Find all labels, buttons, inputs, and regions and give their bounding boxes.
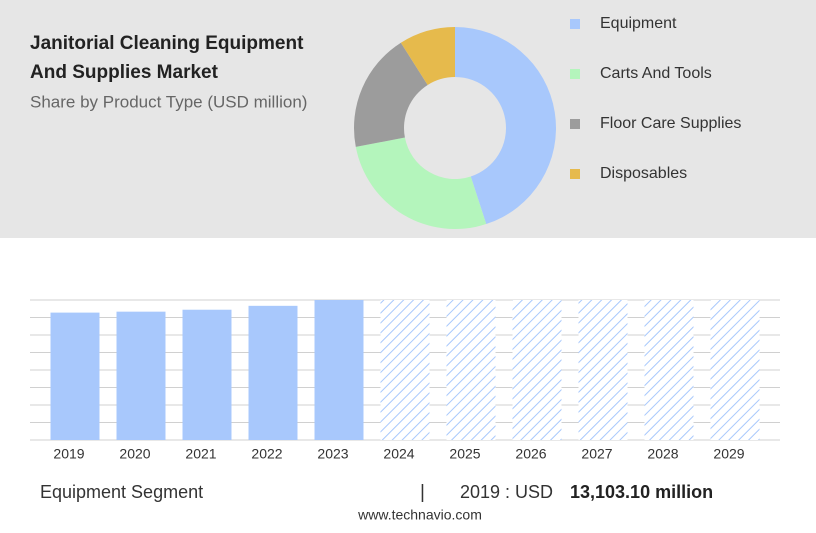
- x-tick-label: 2029: [713, 446, 744, 462]
- bar: [182, 309, 232, 440]
- donut-slice: [355, 137, 487, 230]
- x-tick-label: 2024: [383, 446, 414, 462]
- donut-slice: [354, 42, 428, 147]
- x-tick-label: 2022: [251, 446, 282, 462]
- forecast-placeholder: [380, 300, 430, 440]
- forecast-placeholder: [446, 300, 496, 440]
- donut-slice: [400, 27, 455, 85]
- bar: [116, 311, 166, 440]
- legend-swatch: [570, 69, 580, 79]
- highlight-label: 2019 : USD: [460, 482, 553, 502]
- legend-label: Disposables: [600, 165, 687, 182]
- x-tick-label: 2023: [317, 446, 348, 462]
- title: And Supplies Market: [30, 62, 219, 83]
- x-tick-label: 2027: [581, 446, 612, 462]
- x-tick-label: 2025: [449, 446, 480, 462]
- legend-swatch: [570, 169, 580, 179]
- legend-label: Floor Care Supplies: [600, 115, 741, 132]
- separator: |: [420, 482, 425, 503]
- legend-swatch: [570, 19, 580, 29]
- bar: [248, 305, 298, 440]
- x-tick-label: 2020: [119, 446, 150, 462]
- forecast-placeholder: [644, 300, 694, 440]
- x-tick-label: 2019: [53, 446, 84, 462]
- legend-swatch: [570, 119, 580, 129]
- donut-slice: [455, 27, 556, 225]
- title: Janitorial Cleaning Equipment: [30, 33, 304, 54]
- x-tick-label: 2028: [647, 446, 678, 462]
- source: www.technavio.com: [357, 507, 482, 523]
- bar: [314, 300, 364, 440]
- bar: [50, 312, 100, 440]
- x-tick-label: 2021: [185, 446, 216, 462]
- legend-label: Equipment: [600, 15, 677, 32]
- forecast-placeholder: [512, 300, 562, 440]
- legend-label: Carts And Tools: [600, 65, 712, 82]
- highlight-value: 13,103.10 million: [570, 482, 713, 502]
- x-tick-label: 2026: [515, 446, 546, 462]
- subtitle: Share by Product Type (USD million): [30, 92, 307, 111]
- segment-label: Equipment Segment: [40, 482, 203, 502]
- forecast-placeholder: [710, 300, 760, 440]
- forecast-placeholder: [578, 300, 628, 440]
